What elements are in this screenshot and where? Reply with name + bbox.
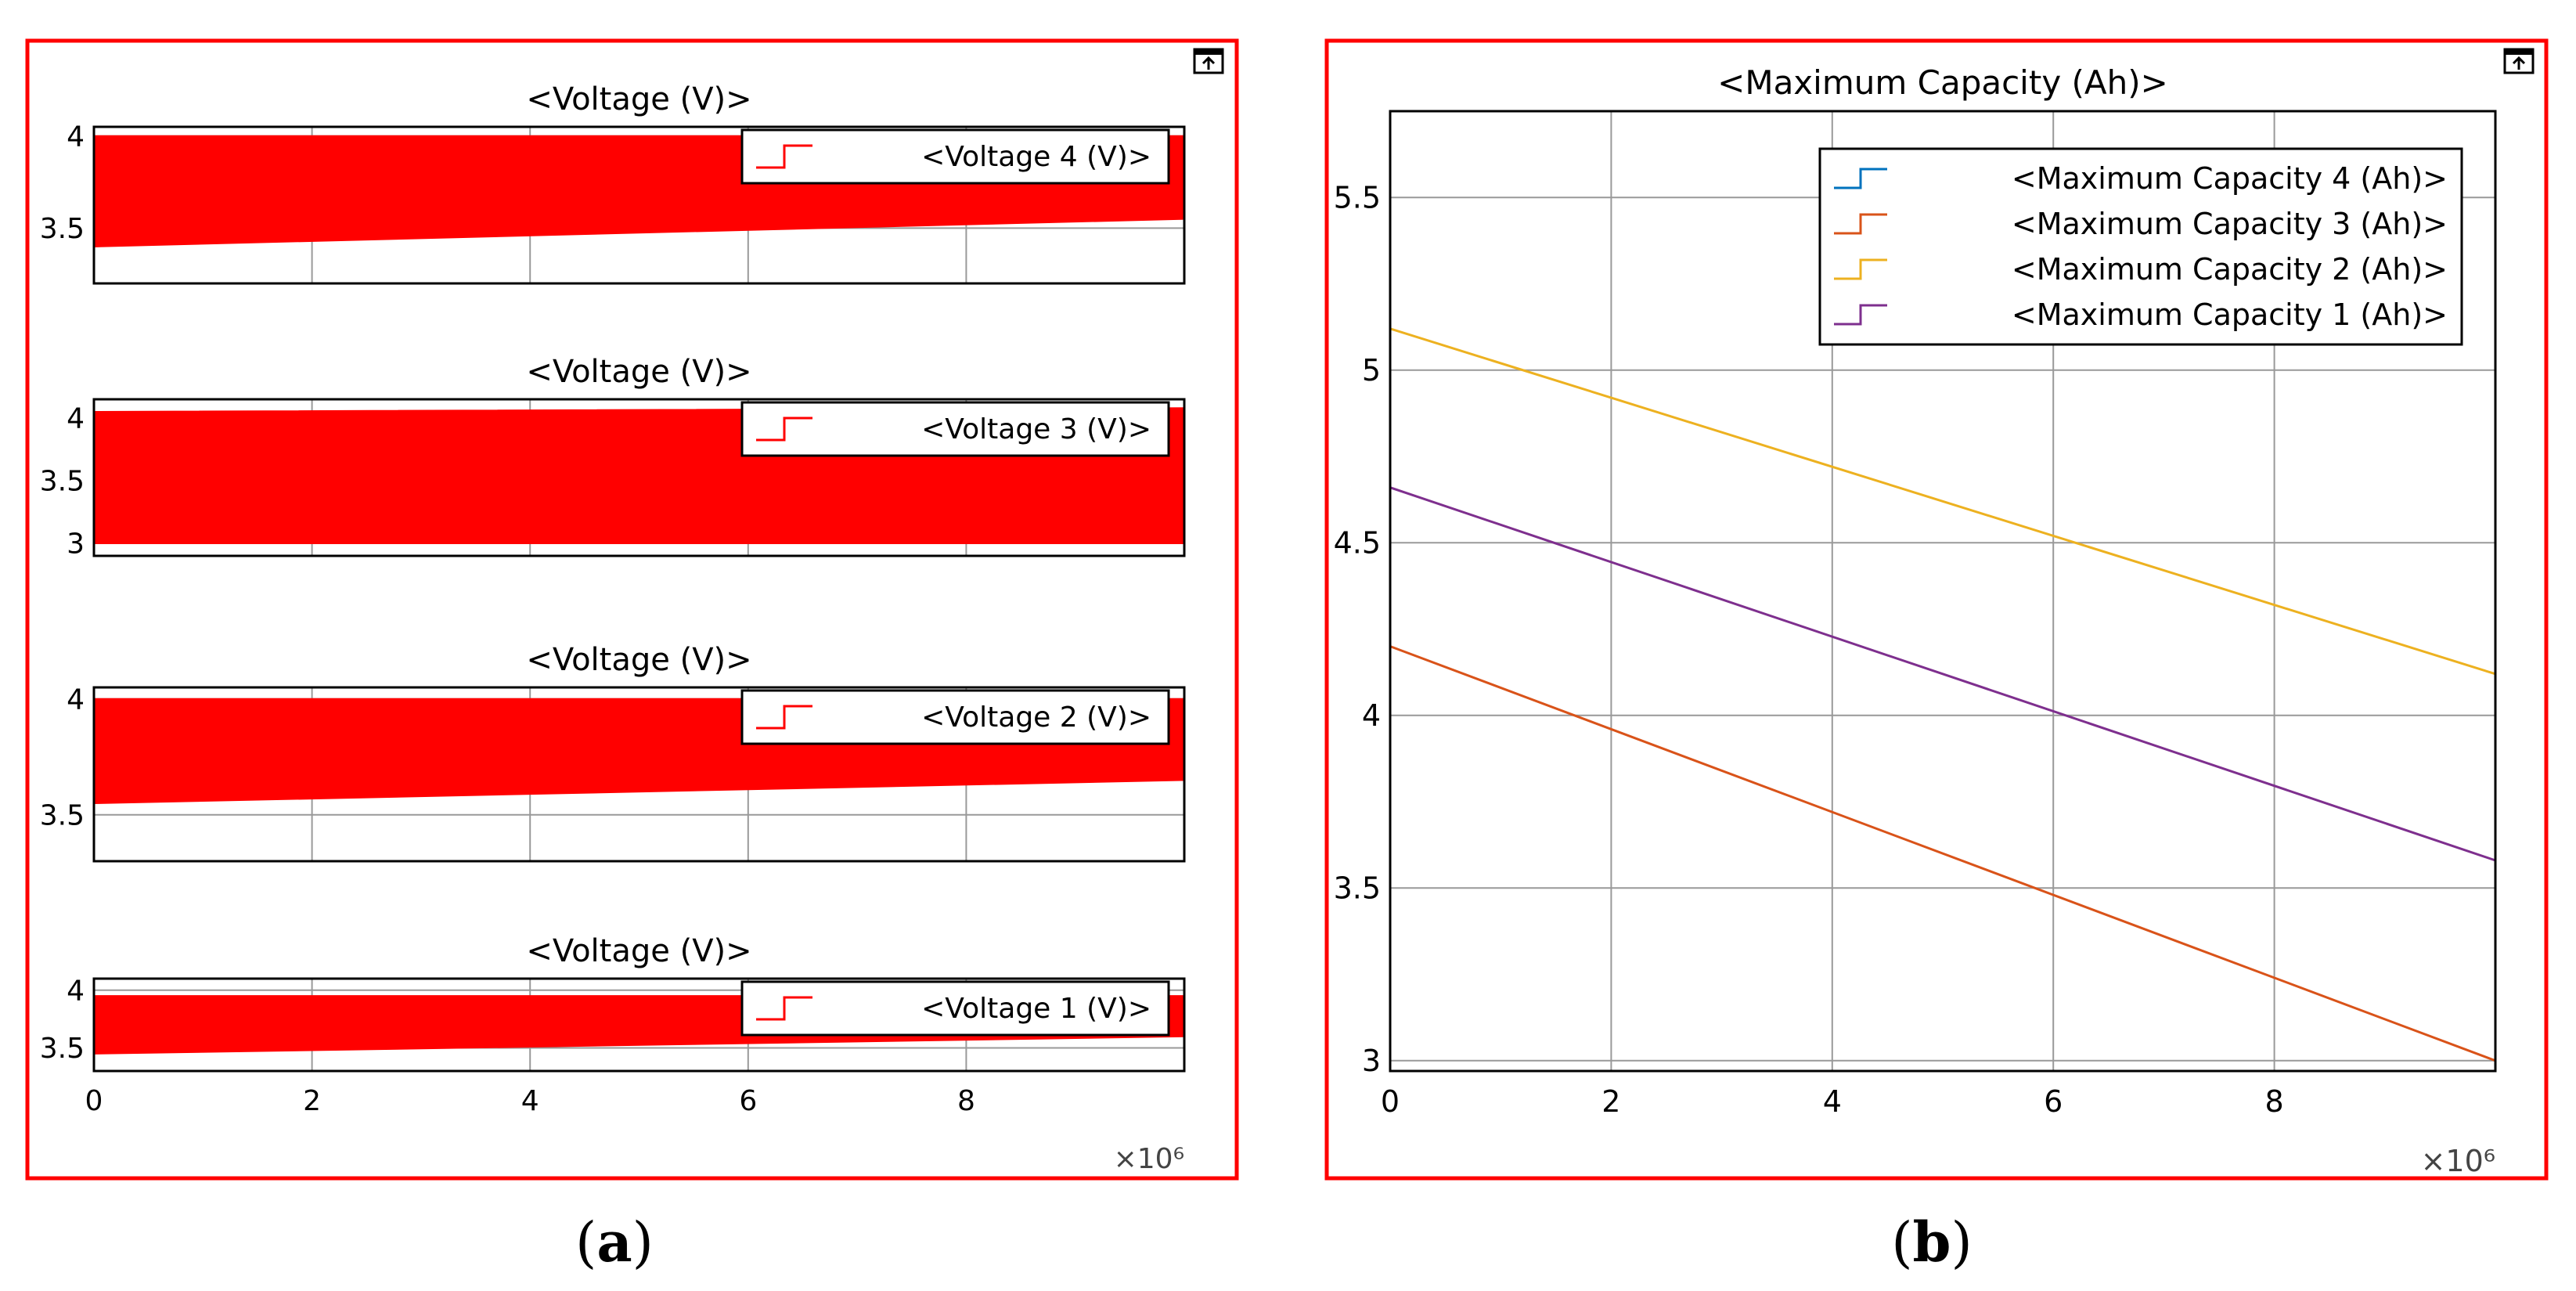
- series-line: [1389, 645, 2496, 1062]
- x-tick-label: 4: [1823, 1084, 1842, 1119]
- series-line: [1389, 327, 2496, 676]
- x-scale-label: ×10⁶: [2421, 1144, 2495, 1178]
- expand-icon-bar: [2505, 49, 2533, 55]
- legend-swatch: [756, 417, 812, 442]
- expand-icon: [2503, 48, 2535, 74]
- legend-label: <Maximum Capacity 2 (Ah)>: [2012, 252, 2448, 287]
- axes-box: [92, 977, 1186, 1073]
- axes-box: [92, 398, 1186, 557]
- y-tick-label: 3: [67, 528, 85, 561]
- legend-swatch: [1834, 213, 1887, 235]
- legend: <Voltage 2 (V)>: [740, 689, 1170, 745]
- y-tick-label: 3.5: [40, 1033, 85, 1065]
- series-line: [1389, 486, 2496, 862]
- legend: <Voltage 4 (V)>: [740, 128, 1170, 185]
- x-tick-label: 4: [521, 1085, 539, 1117]
- chart-4: <Maximum Capacity (Ah)> <Maximum Capacity…: [1334, 63, 2497, 1178]
- legend-label: <Maximum Capacity 4 (Ah)>: [2012, 161, 2448, 196]
- chart-title: <Maximum Capacity (Ah)>: [1717, 63, 2168, 102]
- legend-label: <Voltage 3 (V)>: [921, 413, 1151, 445]
- axes-box: [1389, 110, 2497, 1073]
- chart-2: <Voltage (V)> <Voltage 2 (V)> 3.5 4: [40, 642, 1186, 863]
- y-tick-label: 4: [1362, 698, 1381, 733]
- chart-0: <Voltage (V)> <Voltage 4 (V)> 3.5 4: [40, 81, 1186, 285]
- chart-title: <Voltage (V)>: [526, 642, 751, 678]
- x-tick-label: 8: [957, 1085, 975, 1117]
- y-tick-label: 5.5: [1334, 181, 1381, 215]
- axes-box: [92, 125, 1186, 285]
- chart-title: <Voltage (V)>: [526, 933, 751, 969]
- legend-swatch: [756, 996, 812, 1021]
- y-tick-label: 3: [1362, 1044, 1381, 1078]
- x-tick-label: 6: [739, 1085, 757, 1117]
- expand-icon-arrow: [1202, 56, 1216, 70]
- expand-icon: [1193, 48, 1224, 74]
- x-scale-label: ×10⁶: [1114, 1143, 1184, 1175]
- legend-label: <Voltage 2 (V)>: [921, 701, 1151, 734]
- y-tick-label: 4.5: [1334, 526, 1381, 561]
- x-tick-label: 2: [303, 1085, 321, 1117]
- legend-box: [740, 128, 1170, 185]
- legend-label: <Maximum Capacity 1 (Ah)>: [2012, 298, 2448, 332]
- y-tick-label: 4: [67, 121, 85, 153]
- caption-b-label: b: [1912, 1210, 1951, 1275]
- caption-a: (a): [575, 1210, 654, 1275]
- axes-box: [92, 686, 1186, 863]
- legend-label: <Maximum Capacity 3 (Ah)>: [2012, 207, 2448, 241]
- legend-swatch: [1834, 304, 1887, 326]
- chart-title: <Voltage (V)>: [526, 354, 751, 390]
- y-tick-label: 3.5: [1334, 871, 1381, 906]
- x-tick-label: 0: [85, 1085, 103, 1117]
- x-tick-label: 6: [2044, 1084, 2063, 1119]
- legend: <Voltage 3 (V)>: [740, 401, 1170, 457]
- y-tick-label: 4: [67, 975, 85, 1007]
- legend-box: [740, 980, 1170, 1037]
- legend-swatch: [1834, 258, 1887, 280]
- y-tick-label: 3.5: [40, 213, 85, 245]
- expand-icon-arrow: [2512, 56, 2526, 70]
- x-tick-label: 8: [2265, 1084, 2284, 1119]
- legend-swatch: [756, 705, 812, 730]
- chart-3: <Voltage (V)> <Voltage 1 (V)> 3.5 4 0 2 4 6 8 ×10…: [40, 933, 1186, 1175]
- legend-box: [740, 689, 1170, 745]
- legend: <Maximum Capacity 4 (Ah)> <Maximum Capaci…: [1818, 147, 2463, 346]
- y-tick-label: 3.5: [40, 799, 85, 831]
- x-tick-label: 2: [1601, 1084, 1620, 1119]
- chart-1: <Voltage (V)> <Voltage 3 (V)> 3 3.5 4: [40, 354, 1186, 561]
- expand-icon-bar: [1194, 49, 1223, 55]
- legend-box: [740, 401, 1170, 457]
- caption-b: (b): [1891, 1210, 1973, 1275]
- y-tick-label: 3.5: [40, 466, 85, 498]
- legend-swatch: [756, 144, 812, 169]
- legend-box: [1818, 147, 2463, 346]
- x-tick-label: 0: [1381, 1084, 1400, 1119]
- chart-title: <Voltage (V)>: [526, 81, 751, 117]
- legend-swatch: [1834, 168, 1887, 189]
- legend-label: <Voltage 1 (V)>: [921, 993, 1151, 1025]
- y-tick-label: 4: [67, 403, 85, 435]
- y-tick-label: 5: [1362, 353, 1381, 388]
- y-tick-label: 4: [67, 683, 85, 716]
- legend: <Voltage 1 (V)>: [740, 980, 1170, 1037]
- caption-a-label: a: [596, 1210, 632, 1275]
- panel-a-frame: [25, 38, 1239, 1181]
- panel-b-frame: [1324, 38, 2549, 1181]
- legend-label: <Voltage 4 (V)>: [921, 141, 1151, 173]
